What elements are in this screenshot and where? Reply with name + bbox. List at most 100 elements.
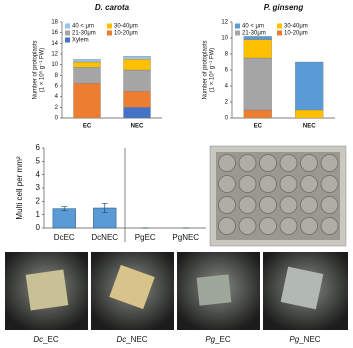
well: [259, 175, 277, 193]
x-tick-label: DcEC: [54, 233, 75, 242]
well: [218, 217, 236, 235]
x-tick-label: DcNEC: [91, 233, 118, 242]
y-tick-label: 5: [36, 156, 41, 165]
y-tick-label: 10: [221, 36, 228, 42]
photo-label-species: Dc: [33, 335, 43, 344]
bar: [52, 208, 76, 229]
photo-label-species: Pg: [205, 335, 215, 344]
bar-segment: [73, 59, 101, 63]
bar-segment: [243, 57, 272, 111]
bar-segment: [123, 55, 151, 60]
x-tick-label: EC: [254, 124, 263, 130]
bar-segment: [295, 61, 324, 111]
error-bar: [61, 206, 68, 212]
y-tick-label: 4: [225, 84, 229, 90]
chart-title: P. ginseng: [264, 3, 304, 12]
legend-label: Xylem: [72, 38, 89, 44]
photo-label-suffix: _NEC: [125, 335, 148, 344]
y-axis-label: (1 × 10⁵ g⁻¹ FW): [39, 48, 46, 93]
well: [279, 217, 298, 235]
y-tick-label: 16: [51, 30, 58, 36]
x-tick-label: PgEC: [135, 233, 156, 242]
y-tick-label: 0: [55, 116, 59, 122]
well: [300, 154, 318, 172]
well: [320, 196, 339, 214]
well: [238, 154, 257, 172]
y-tick-label: 14: [51, 41, 58, 47]
bar-segment: [243, 39, 272, 59]
y-tick-label: 6: [55, 84, 59, 90]
bar-segment: [123, 91, 151, 108]
legend-label: 21-30μm: [72, 31, 96, 37]
well: [259, 154, 277, 172]
legend-swatch: [65, 37, 70, 43]
legend-swatch: [277, 30, 282, 36]
photo-label: Pg_EC: [205, 335, 231, 344]
photo-label-suffix: _NEC: [298, 335, 321, 344]
y-tick-label: 1: [36, 210, 41, 219]
y-axis-label: (1 × 10⁵ g⁻¹ FW): [209, 48, 216, 93]
photo-label-species: Pg: [289, 335, 299, 344]
bar-segment: [123, 69, 151, 92]
legend-swatch: [277, 23, 282, 29]
y-axis-label: Number of protoplasts: [203, 40, 209, 99]
y-tick-label: 0: [225, 116, 229, 122]
photo-label-species: Dc: [116, 335, 126, 344]
y-tick-label: 6: [36, 143, 41, 152]
well: [300, 196, 318, 214]
legend-swatch: [65, 23, 70, 29]
well: [279, 175, 298, 193]
photo-label: Dc_EC: [33, 335, 59, 344]
bar-segment: [243, 36, 272, 40]
well: [238, 217, 257, 235]
well: [300, 175, 318, 193]
well: [320, 154, 339, 172]
legend-swatch: [235, 23, 240, 29]
y-axis-label: Number of protoplasts: [33, 40, 39, 99]
y-tick-label: 2: [36, 196, 41, 205]
y-tick-label: 10: [51, 62, 58, 68]
y-tick-label: 6: [225, 68, 229, 74]
x-tick-label: NEC: [131, 124, 144, 130]
legend-swatch: [107, 30, 112, 36]
well: [218, 196, 236, 214]
legend-label: 10-20μm: [284, 31, 308, 37]
well: [320, 175, 339, 193]
well: [279, 154, 298, 172]
bar-segment: [123, 59, 151, 71]
photo-label: Dc_NEC: [116, 335, 147, 344]
well: [259, 196, 277, 214]
x-tick-label: EC: [83, 124, 92, 130]
legend-label: 30-40μm: [284, 24, 308, 30]
sample-photos: [5, 252, 348, 330]
legend-label: 40 < μm: [72, 24, 94, 30]
y-tick-label: 12: [51, 52, 58, 58]
photo-label-suffix: _EC: [214, 335, 231, 344]
bar-segment: [73, 83, 101, 119]
bar-segment: [243, 109, 272, 119]
legend-label: 10-20μm: [114, 31, 138, 37]
well: [238, 175, 257, 193]
well: [218, 154, 236, 172]
y-tick-label: 12: [221, 20, 228, 26]
bar-segment: [123, 107, 151, 119]
legend-label: 21-30μm: [242, 31, 266, 37]
y-tick-label: 8: [55, 73, 59, 79]
y-tick-label: 8: [225, 52, 229, 58]
y-tick-label: 4: [55, 94, 59, 100]
well: [238, 196, 257, 214]
chart-title: D. carota: [95, 3, 130, 12]
y-tick-label: 4: [36, 170, 41, 179]
photo-label: Pg_NEC: [289, 335, 320, 344]
bar-segment: [73, 67, 101, 84]
legend-label: 30-40μm: [114, 24, 138, 30]
legend-label: 40 < μm: [242, 24, 264, 30]
y-tick-label: 2: [55, 105, 59, 111]
wells: [218, 154, 339, 235]
legend-swatch: [235, 30, 240, 36]
error-bar: [101, 202, 108, 214]
well: [259, 217, 277, 235]
y-tick-label: 0: [36, 223, 41, 232]
legend-swatch: [65, 30, 70, 36]
